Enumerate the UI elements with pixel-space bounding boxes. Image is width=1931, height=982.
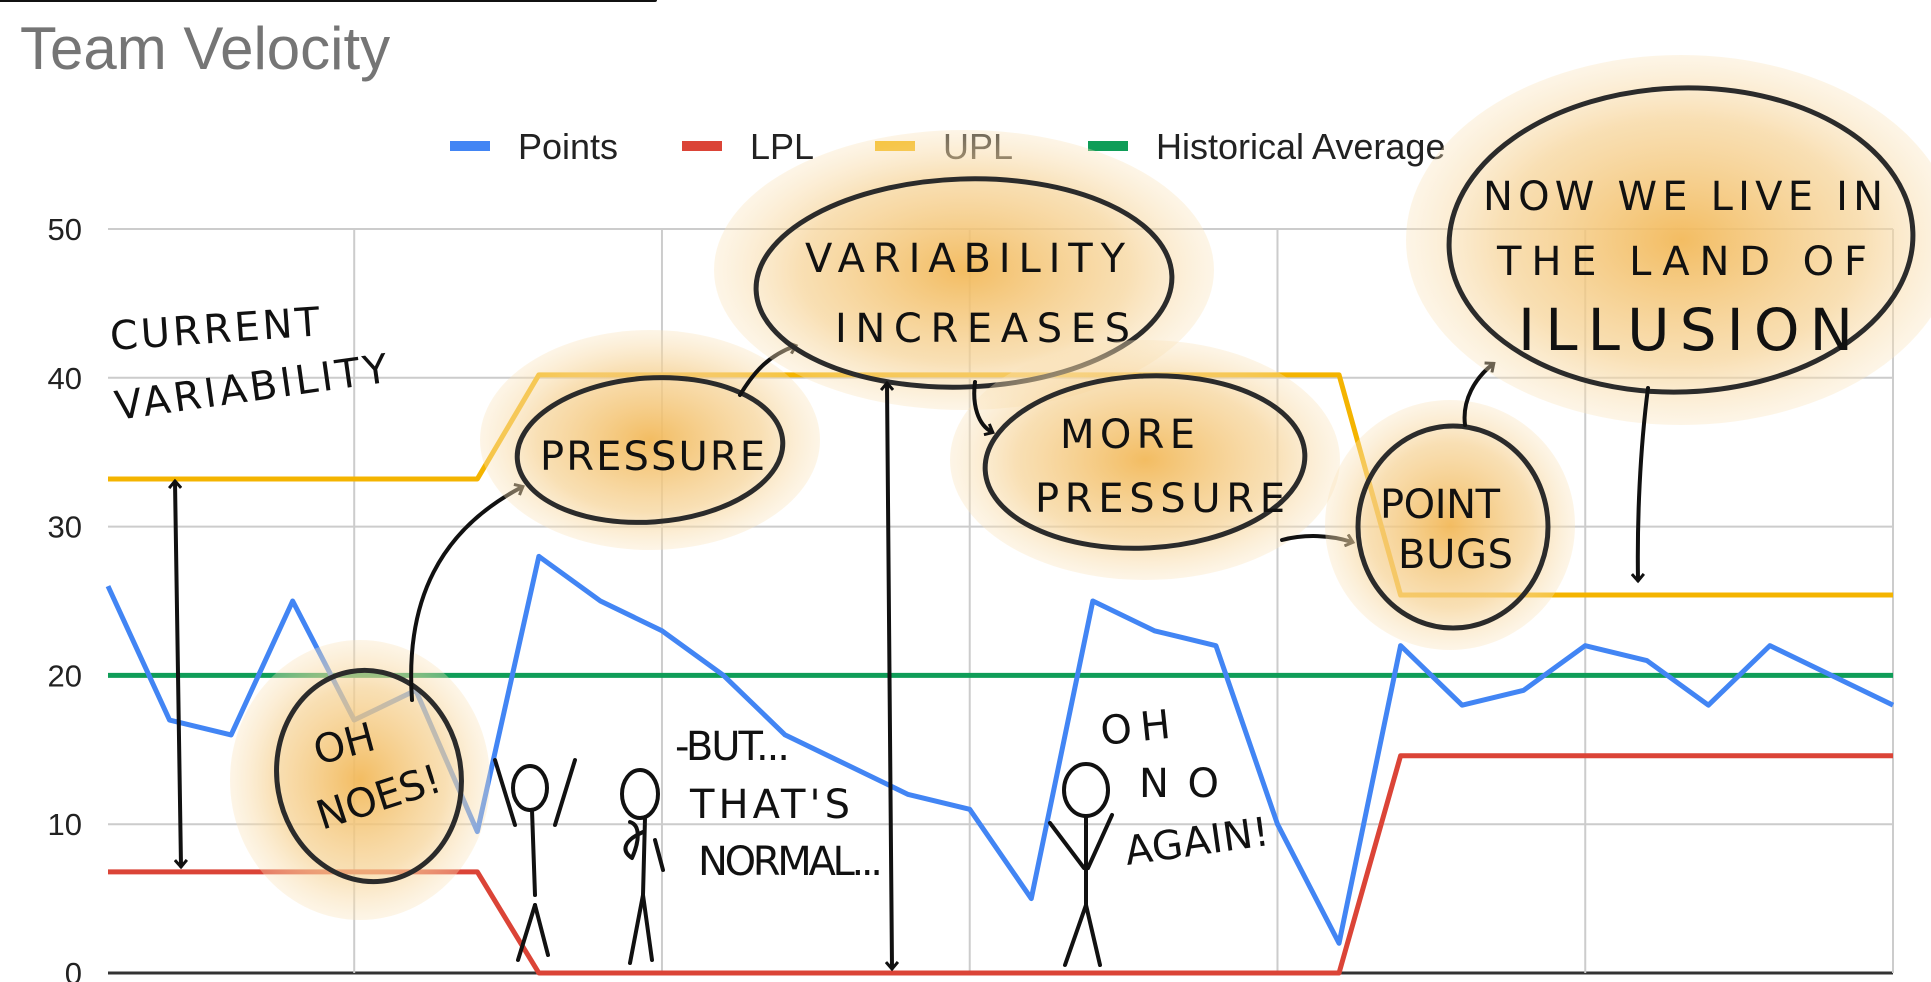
- annotation-oh-noes: OH NOES!: [230, 487, 522, 920]
- annotation-point-bugs: POINT BUGS: [1325, 364, 1575, 650]
- legend-swatch: [1088, 141, 1128, 151]
- annotation-text: PRESSURE: [540, 434, 765, 480]
- legend-label: Historical Average: [1156, 126, 1445, 167]
- stick-figure-thinking: [0, 0, 665, 965]
- annotation-text: THE LAND OF: [1496, 239, 1867, 285]
- annotation-text: PRESSURE: [1035, 476, 1285, 522]
- y-tick-label: 40: [48, 361, 82, 396]
- arrow: [1638, 386, 1650, 580]
- annotation-text: NOW WE LIVE IN: [1483, 174, 1883, 220]
- chart-title: Team Velocity: [20, 15, 391, 82]
- y-axis-ticks: 0 10 20 30 40 50: [48, 212, 82, 982]
- annotation-text: INCREASES: [835, 306, 1130, 352]
- annotation-text: NORMAL...: [698, 839, 883, 885]
- annotation-text: POINT: [1380, 482, 1501, 528]
- annotation-text: BUGS: [1398, 532, 1513, 578]
- annotation-text: MORE: [1060, 412, 1195, 458]
- double-arrow: [175, 482, 181, 866]
- annotation-text: ILLUSION: [1518, 296, 1853, 364]
- legend-swatch: [450, 141, 490, 151]
- annotation-text: CURRENT: [108, 299, 321, 360]
- stick-figure-cheering: [493, 758, 577, 962]
- y-tick-label: 0: [65, 956, 82, 982]
- annotation-more-pressure: MORE PRESSURE: [950, 340, 1352, 580]
- annotation-text: THAT'S: [689, 782, 850, 828]
- annotation-text: VARIABILITY: [112, 346, 391, 430]
- annotation-land-of-illusion: NOW WE LIVE IN THE LAND OF ILLUSION: [1406, 55, 1931, 580]
- double-arrow: [887, 384, 892, 968]
- legend-swatch: [682, 141, 722, 151]
- arrow: [972, 380, 992, 432]
- y-tick-label: 50: [48, 212, 82, 247]
- stick-figure-despair: [1048, 762, 1114, 967]
- annotation-text: -BUT...: [675, 724, 790, 770]
- y-tick-label: 30: [48, 510, 82, 545]
- annotation-oh-no-again: OH NO AGAIN!: [1048, 702, 1272, 967]
- y-tick-label: 20: [48, 658, 82, 693]
- annotation-variability-increases: VARIABILITY INCREASES: [714, 130, 1214, 968]
- legend-label: Points: [518, 126, 618, 167]
- annotation-text: AGAIN!: [1122, 809, 1272, 875]
- annotation-text: OH: [1098, 702, 1172, 755]
- annotation-text: VARIABILITY: [805, 236, 1126, 282]
- annotation-pressure: PRESSURE: [480, 330, 820, 550]
- arrow: [409, 487, 522, 702]
- y-tick-label: 10: [48, 807, 82, 842]
- annotation-text: NO: [1139, 761, 1219, 807]
- legend-label: LPL: [750, 126, 814, 167]
